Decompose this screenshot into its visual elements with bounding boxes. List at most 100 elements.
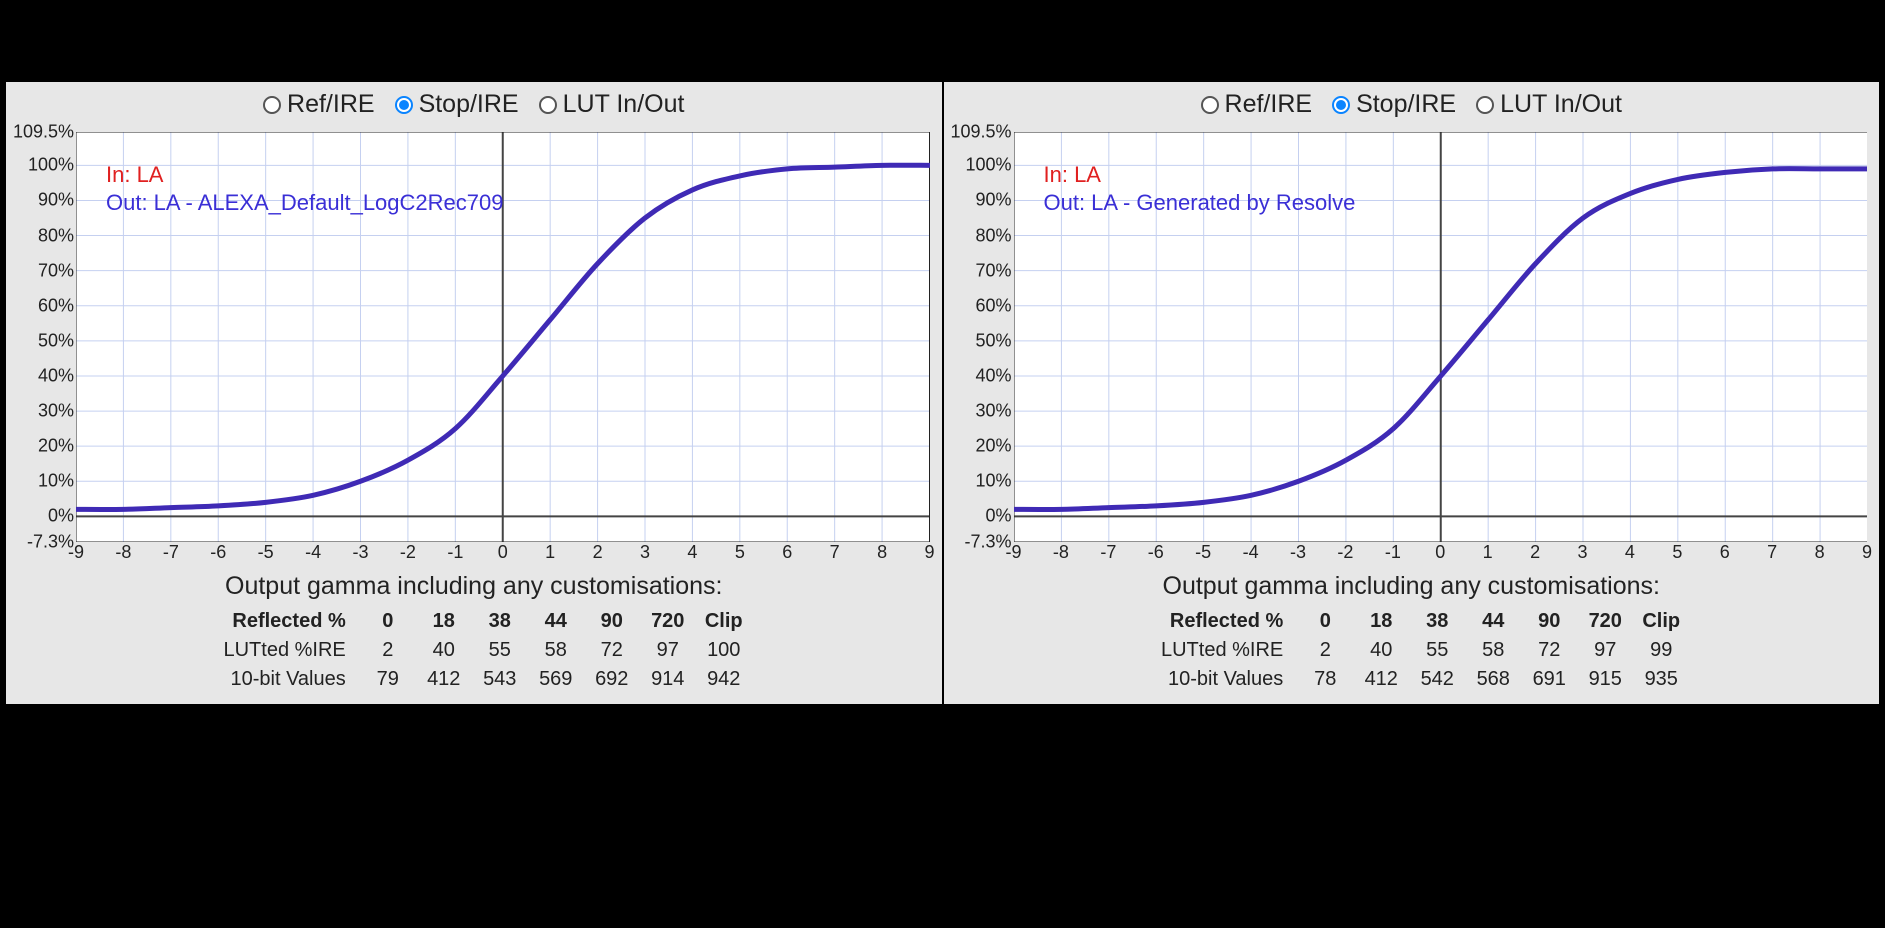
gamma-cell: 100	[696, 636, 752, 665]
gamma-cell: 412	[1353, 665, 1409, 694]
gamma-cell: 58	[528, 636, 584, 665]
panel-left: Ref/IREStop/IRELUT In/Out -7.3%0%10%20%3…	[6, 82, 942, 704]
radio-option-stop-ire[interactable]: Stop/IRE	[1332, 90, 1456, 119]
gamma-header-cell: 38	[472, 607, 528, 636]
y-tick-label: 109.5%	[950, 122, 1011, 143]
x-tick-label: -8	[1053, 542, 1069, 563]
gamma-header-cell: 0	[1297, 607, 1353, 636]
y-tick-label: 50%	[38, 330, 74, 351]
x-tick-label: -7	[1100, 542, 1116, 563]
x-tick-label: -8	[115, 542, 131, 563]
x-tick-label: 6	[782, 542, 792, 563]
gamma-row: 10-bit Values79412543569692914942	[196, 665, 752, 694]
gamma-header-cell: 720	[640, 607, 696, 636]
gamma-cell: 40	[1353, 636, 1409, 665]
gamma-cell: 79	[360, 665, 416, 694]
x-tick-label: -6	[210, 542, 226, 563]
gamma-cell: 55	[472, 636, 528, 665]
gamma-cell: 99	[1633, 636, 1689, 665]
y-tick-label: 0%	[985, 506, 1011, 527]
gamma-table: Reflected %018384490720ClipLUTted %IRE24…	[196, 607, 752, 694]
x-tick-label: -1	[1385, 542, 1401, 563]
x-tick-label: 0	[1435, 542, 1445, 563]
gamma-row: 10-bit Values78412542568691915935	[1133, 665, 1689, 694]
radio-row: Ref/IRE Stop/IRE LUT In/Out	[6, 90, 942, 119]
radio-row: Ref/IRE Stop/IRE LUT In/Out	[944, 90, 1880, 119]
x-axis: -9-8-7-6-5-4-3-2-10123456789	[1014, 542, 1868, 562]
x-tick-label: 1	[1483, 542, 1493, 563]
gamma-cell: 942	[696, 665, 752, 694]
y-tick-label: 10%	[38, 471, 74, 492]
y-tick-label: 60%	[975, 295, 1011, 316]
radio-label: LUT In/Out	[1500, 90, 1622, 119]
gamma-row: LUTted %IRE2405558729799	[1133, 636, 1689, 665]
x-tick-label: 4	[687, 542, 697, 563]
stage: Ref/IREStop/IRELUT In/Out -7.3%0%10%20%3…	[0, 0, 1885, 928]
gamma-cell: 914	[640, 665, 696, 694]
x-tick-label: 8	[877, 542, 887, 563]
x-tick-label: 2	[1530, 542, 1540, 563]
y-tick-label: 90%	[975, 190, 1011, 211]
y-tick-label: 80%	[975, 225, 1011, 246]
x-tick-label: 9	[1862, 542, 1872, 563]
gamma-table: Reflected %018384490720ClipLUTted %IRE24…	[1133, 607, 1689, 694]
x-tick-label: -1	[447, 542, 463, 563]
chart-in-label: In: LA	[106, 162, 163, 188]
radio-circle-icon	[1476, 96, 1494, 114]
x-tick-label: -7	[163, 542, 179, 563]
chart-plot: In: LA Out: LA - ALEXA_Default_LogC2Rec7…	[76, 132, 930, 542]
x-tick-label: -9	[1005, 542, 1021, 563]
gamma-header-cell: 44	[528, 607, 584, 636]
y-tick-label: 30%	[38, 401, 74, 422]
gamma-cell: 2	[360, 636, 416, 665]
y-tick-label: 70%	[38, 260, 74, 281]
radio-option-lut-inout[interactable]: LUT In/Out	[539, 90, 685, 119]
x-tick-label: -5	[1195, 542, 1211, 563]
gamma-header-cell: 44	[1465, 607, 1521, 636]
x-tick-label: 6	[1720, 542, 1730, 563]
panel-right: Ref/IREStop/IRELUT In/Out -7.3%0%10%20%3…	[944, 82, 1880, 704]
gamma-header-label: Reflected %	[1133, 607, 1297, 636]
y-tick-label: 109.5%	[13, 122, 74, 143]
radio-circle-icon	[395, 96, 413, 114]
gamma-cell: 78	[1297, 665, 1353, 694]
radio-label: Stop/IRE	[419, 90, 519, 119]
gamma-header-cell: 0	[360, 607, 416, 636]
radio-circle-icon	[263, 96, 281, 114]
gamma-title: Output gamma including any customisation…	[944, 572, 1880, 601]
y-tick-label: -7.3%	[964, 532, 1011, 553]
gamma-block: Output gamma including any customisation…	[944, 572, 1880, 694]
gamma-cell: 72	[1521, 636, 1577, 665]
gamma-title: Output gamma including any customisation…	[6, 572, 942, 601]
chart-wrap: -7.3%0%10%20%30%40%50%60%70%80%90%100%10…	[952, 132, 1872, 562]
radio-option-lut-inout[interactable]: LUT In/Out	[1476, 90, 1622, 119]
radio-option-ref-ire[interactable]: Ref/IRE	[263, 90, 375, 119]
chart-wrap: -7.3%0%10%20%30%40%50%60%70%80%90%100%10…	[14, 132, 934, 562]
gamma-header-row: Reflected %018384490720Clip	[1133, 607, 1689, 636]
radio-circle-icon	[539, 96, 557, 114]
gamma-cell: 2	[1297, 636, 1353, 665]
gamma-cell: 543	[472, 665, 528, 694]
x-tick-label: 4	[1625, 542, 1635, 563]
gamma-cell: 412	[416, 665, 472, 694]
gamma-cell: 692	[584, 665, 640, 694]
gamma-cell: 55	[1409, 636, 1465, 665]
y-tick-label: 80%	[38, 225, 74, 246]
x-tick-label: 3	[1577, 542, 1587, 563]
x-axis: -9-8-7-6-5-4-3-2-10123456789	[76, 542, 930, 562]
gamma-header-cell: 18	[1353, 607, 1409, 636]
x-tick-label: -3	[1290, 542, 1306, 563]
gamma-header-cell: Clip	[696, 607, 752, 636]
gamma-header-cell: 90	[1521, 607, 1577, 636]
x-tick-label: -6	[1148, 542, 1164, 563]
x-tick-label: 2	[593, 542, 603, 563]
x-tick-label: -3	[352, 542, 368, 563]
radio-circle-icon	[1332, 96, 1350, 114]
x-tick-label: 7	[830, 542, 840, 563]
chart-in-label: In: LA	[1044, 162, 1101, 188]
radio-option-ref-ire[interactable]: Ref/IRE	[1201, 90, 1313, 119]
x-tick-label: -5	[258, 542, 274, 563]
radio-option-stop-ire[interactable]: Stop/IRE	[395, 90, 519, 119]
radio-label: Ref/IRE	[1225, 90, 1313, 119]
y-tick-label: 40%	[38, 365, 74, 386]
